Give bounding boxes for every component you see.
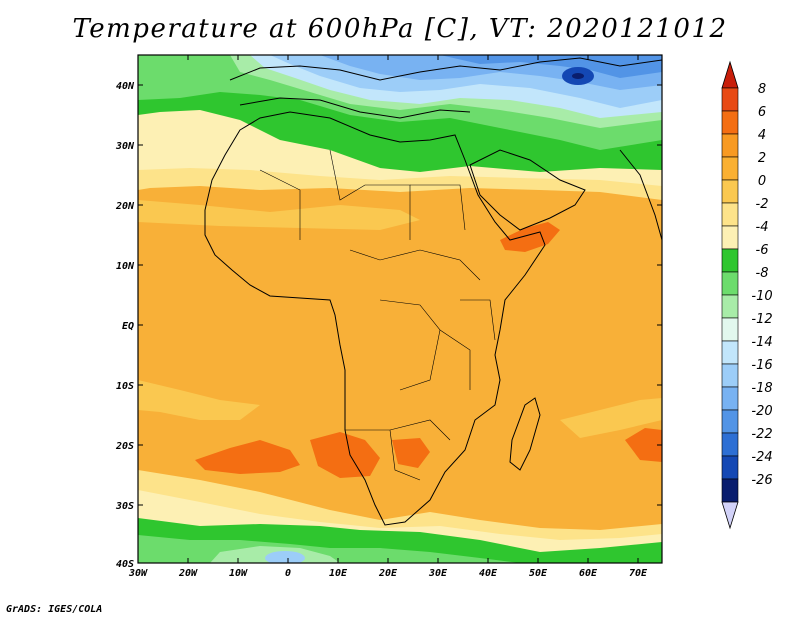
- border-south-2: [389, 429, 421, 481]
- colorbar-segment: [721, 294, 739, 319]
- colorbar-segment: [721, 133, 739, 158]
- colorbar-segment: [721, 156, 739, 181]
- colorbar-label: -12: [751, 312, 772, 327]
- colorbar-bottom-cap: [721, 501, 739, 530]
- lon-tick-label: 70E: [629, 568, 648, 579]
- colorbar-label: -24: [751, 450, 772, 465]
- colorbar-label: 8: [758, 82, 766, 97]
- lon-tick-label: 20E: [378, 568, 398, 579]
- field-warm-indian: [625, 428, 662, 462]
- border-sahara-3: [410, 184, 466, 231]
- colorbar-label: 2: [758, 151, 766, 166]
- colorbar-label: 0: [758, 174, 766, 189]
- colorbar-top-cap: [721, 60, 739, 89]
- lon-tick-label: 50E: [529, 568, 548, 579]
- field-cold-core-inner: [572, 73, 584, 79]
- lat-tick-label: 40S: [116, 559, 134, 570]
- lon-tick-label: 10W: [229, 568, 248, 579]
- arabia-coastline: [469, 149, 586, 231]
- colorbar-segment: [721, 110, 739, 135]
- field-south-blue: [265, 551, 305, 563]
- field-light-indian: [560, 398, 662, 438]
- colorbar-label: 6: [758, 105, 766, 120]
- lat-tick-label: 30S: [115, 501, 134, 512]
- chart-title: Temperature at 600hPa [C], VT: 202012101…: [72, 14, 728, 44]
- colorbar-label: -10: [751, 289, 772, 304]
- india-coastline: [619, 149, 662, 241]
- border-south-1: [345, 419, 451, 441]
- field-light-sahel: [138, 200, 420, 230]
- border-sahara-2: [329, 149, 411, 240]
- colorbar-label: -20: [751, 404, 772, 419]
- africa-coastline: [204, 111, 546, 526]
- lat-tick-label: 40N: [116, 81, 135, 92]
- colorbar-segment: [721, 478, 739, 503]
- lon-tick-label: 60E: [579, 568, 598, 579]
- colorbar-label: -18: [751, 381, 772, 396]
- colorbar-segment: [721, 225, 739, 250]
- field-warm-south-west: [195, 440, 300, 474]
- colorbar-label: -6: [756, 243, 769, 258]
- lon-tick-label: 20W: [178, 568, 198, 579]
- lat-tick-label: EQ: [122, 321, 134, 332]
- field-warm-south-east: [392, 438, 430, 468]
- field-light-atlantic: [138, 380, 260, 420]
- lon-tick-label: 30W: [128, 568, 148, 579]
- colorbar: 8 6 4 2 0 -2 -4 -6 -8 -10 -12 -14 -16 -18 -20 -22 -24 -26: [721, 60, 773, 530]
- europe-coastline: [229, 57, 662, 81]
- mediterranean-coastline: [239, 97, 471, 119]
- border-east-2: [439, 329, 471, 390]
- lon-tick-label: 0: [285, 568, 291, 579]
- madagascar-coastline: [509, 397, 541, 471]
- credit-text: GrADS: IGES/COLA: [6, 604, 103, 615]
- colorbar-label: 4: [758, 128, 766, 143]
- colorbar-segment: [721, 432, 739, 457]
- field-warm-kalahari: [310, 432, 380, 478]
- colorbar-segment: [721, 87, 739, 112]
- colorbar-label: -4: [756, 220, 769, 235]
- border-east-1: [460, 299, 496, 341]
- axis-ticks: 30W 20W 10W 0 10E 20E 30E 40E 50E 60E 70E 40N 30N 20N…: [115, 55, 662, 579]
- colorbar-segment: [721, 248, 739, 273]
- lon-tick-label: 10E: [329, 568, 348, 579]
- colorbar-segment: [721, 409, 739, 434]
- colorbar-segment: [721, 340, 739, 365]
- colorbar-segment: [721, 202, 739, 227]
- colorbar-segment: [721, 179, 739, 204]
- colorbar-label: -26: [751, 473, 772, 488]
- colorbar-label: -14: [751, 335, 772, 350]
- colorbar-segment: [721, 386, 739, 411]
- temperature-field: [138, 55, 662, 563]
- coastlines: [204, 57, 662, 526]
- lat-tick-label: 20N: [115, 201, 135, 212]
- colorbar-label: -8: [756, 266, 769, 281]
- map-frame: [137, 54, 663, 564]
- colorbar-label: -22: [751, 427, 772, 442]
- border-central-1: [349, 249, 481, 281]
- colorbar-segment: [721, 363, 739, 388]
- lat-tick-label: 30N: [115, 141, 135, 152]
- lat-tick-label: 10N: [116, 261, 135, 272]
- colorbar-segment: [721, 317, 739, 342]
- lat-tick-label: 20S: [115, 441, 134, 452]
- colorbar-segment: [721, 271, 739, 296]
- country-borders: [259, 149, 496, 481]
- lon-tick-label: 30E: [428, 568, 448, 579]
- border-sahara-1: [259, 169, 301, 240]
- lat-tick-label: 10S: [116, 381, 134, 392]
- field-north-darkblue: [440, 55, 662, 78]
- lon-tick-label: 40E: [479, 568, 498, 579]
- colorbar-label: -16: [751, 358, 772, 373]
- colorbar-label: -2: [756, 197, 769, 212]
- colorbar-segment: [721, 455, 739, 480]
